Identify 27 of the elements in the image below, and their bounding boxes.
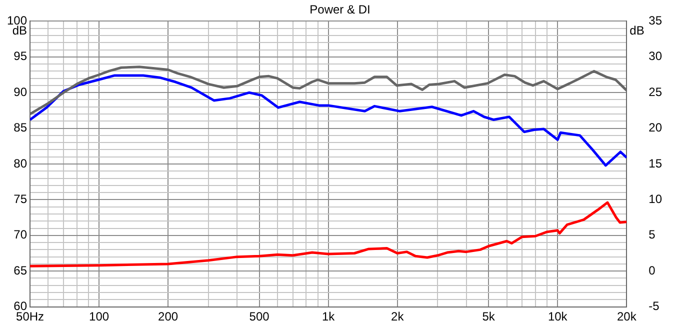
y2-axis-title: dB: [630, 24, 644, 38]
x-tick-label: 20k: [616, 309, 638, 324]
x-tick-label: 10k: [548, 309, 568, 324]
x-tick-label: 200: [158, 309, 178, 324]
y2-tick-label: 20: [648, 120, 662, 135]
x-tick-label: 1k: [322, 309, 336, 324]
y2-tick-label: 0: [648, 263, 656, 278]
y2-tick-label: -5: [648, 299, 660, 314]
x-tick-label: 100: [89, 309, 110, 324]
y-axis-title: dB: [12, 24, 28, 38]
y-tick-label: 80: [14, 156, 28, 170]
chart-title: Power & DI: [310, 2, 370, 16]
y2-tick-label: 15: [648, 156, 662, 170]
y-tick-label: 70: [14, 228, 28, 242]
y-tick-label: 65: [14, 263, 28, 278]
y-tick-label: 85: [14, 120, 28, 135]
y2-tick-label: 5: [648, 228, 656, 242]
x-tick-label: 2k: [391, 309, 405, 324]
x-tick-label: 5k: [482, 309, 496, 324]
y2-tick-label: 10: [648, 192, 662, 206]
y2-tick-label: 30: [648, 49, 662, 64]
y2-tick-label: 25: [648, 84, 662, 99]
y-tick-label: 95: [14, 49, 28, 64]
y-tick-label: 90: [14, 84, 28, 99]
y2-tick-label: 35: [648, 14, 662, 28]
x-tick-label: 500: [249, 309, 270, 324]
y-tick-label: 75: [14, 192, 28, 206]
